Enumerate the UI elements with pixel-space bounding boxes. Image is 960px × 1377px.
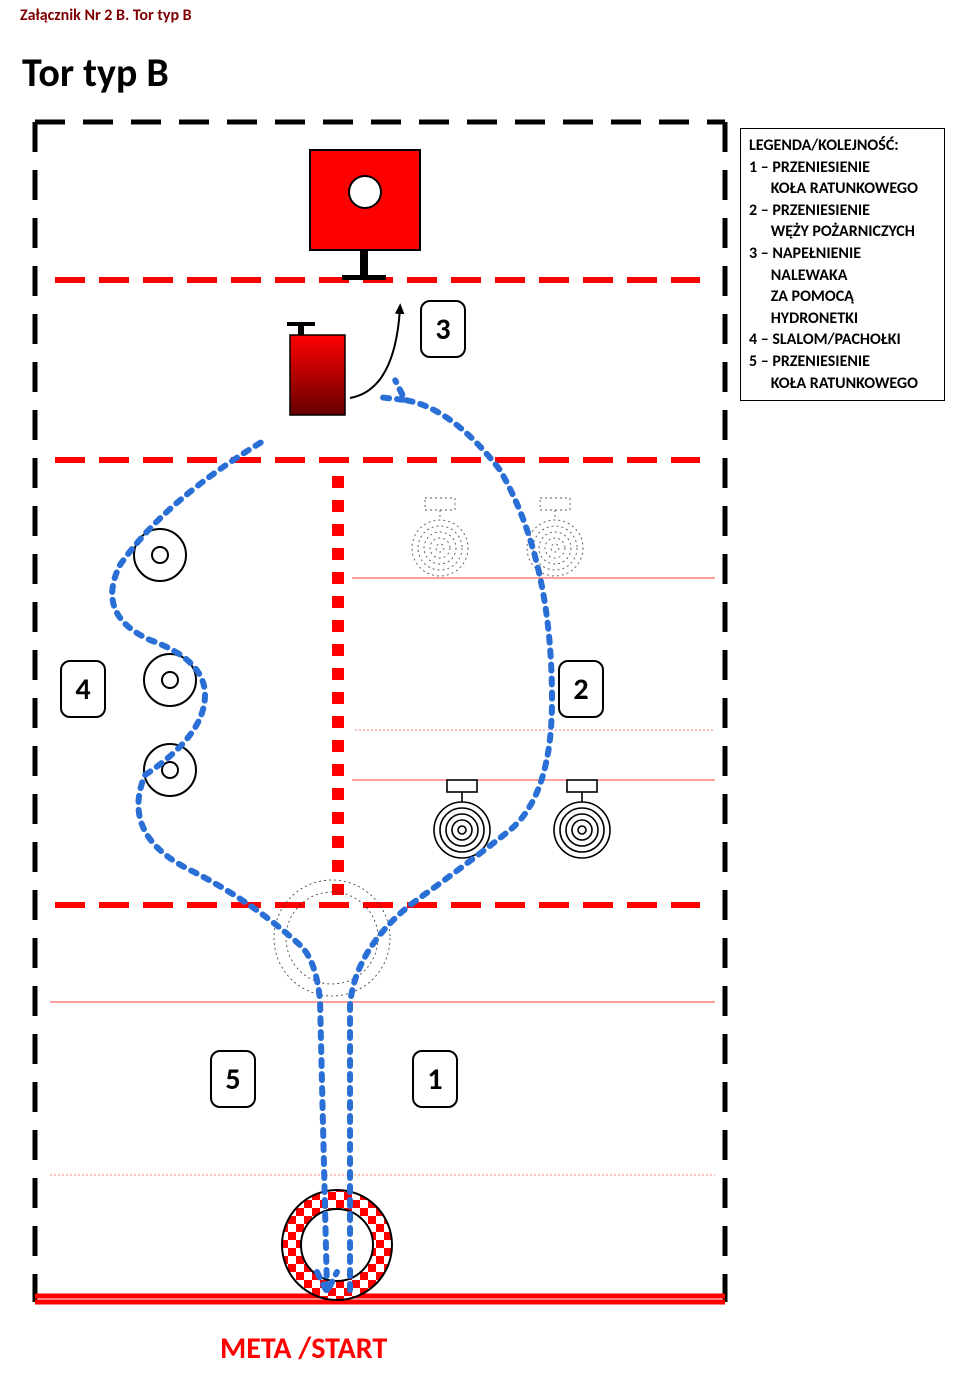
track-diagram bbox=[0, 0, 960, 1377]
